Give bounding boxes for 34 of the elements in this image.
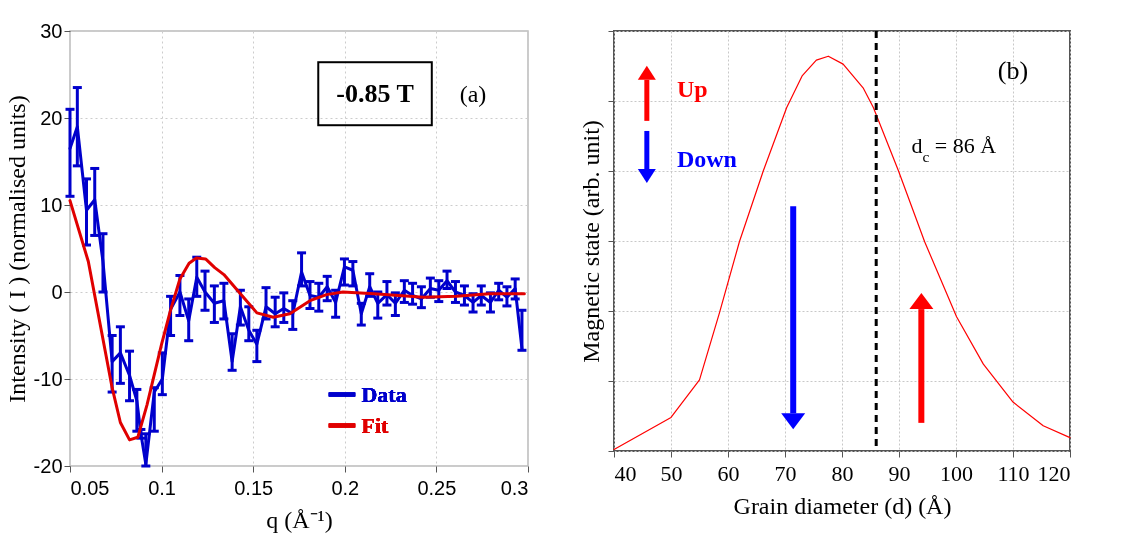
ref-line-label: d$_{c}$ = 86 Å [911, 132, 997, 165]
annotation: Down [676, 145, 737, 172]
annotation: Up [676, 75, 708, 102]
legend-label: Fit [361, 412, 390, 438]
line-series [68, 199, 526, 442]
x-tick-label: 50 [660, 460, 683, 486]
legend-label: Data [361, 381, 407, 407]
x-tick-label: 40 [614, 460, 637, 486]
x-tick-label: 90 [888, 460, 911, 486]
x-tick-label: 0.15 [234, 476, 274, 499]
x-tick-label: 80 [831, 460, 854, 486]
x-tick-label: 60 [717, 460, 740, 486]
x-tick-label: 120 [1037, 460, 1071, 486]
x-axis-title: Grain diameter (d) (Å) [733, 492, 952, 519]
x-tick-label: 0.1 [148, 476, 177, 499]
x-tick-label: 110 [997, 460, 1030, 486]
y-tick-label: 20 [40, 106, 63, 129]
x-tick-label: 0.25 [417, 476, 457, 499]
x-tick-label: 100 [940, 460, 973, 486]
y-axis-title: Magnetic state (arb. unit) [578, 120, 604, 363]
annotation: -0.85 T [336, 79, 414, 109]
y-tick-label: 10 [40, 193, 63, 216]
x-tick-label: 0.2 [331, 476, 360, 499]
y-tick-label: -20 [33, 454, 63, 477]
x-tick-label: 0.05 [70, 476, 110, 499]
y-tick-label: -10 [33, 367, 63, 390]
x-tick-label: 70 [774, 460, 797, 486]
y-tick-label: 0 [51, 280, 63, 303]
x-tick-label: 0.3 [500, 476, 529, 499]
x-axis-title: q (Å⁻¹) [266, 506, 333, 533]
annotation: (b) [997, 55, 1029, 85]
annotation: (a) [459, 80, 487, 107]
y-axis-title: Intensity ( I ) (normalised units) [3, 95, 30, 403]
y-tick-label: 30 [40, 19, 63, 42]
